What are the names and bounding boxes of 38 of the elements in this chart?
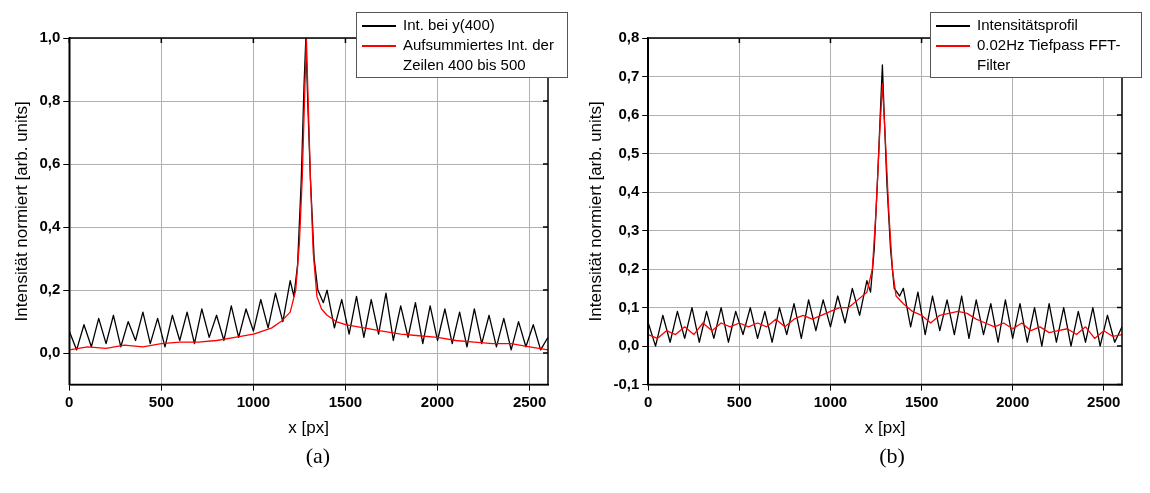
y-tick-label: 0,0: [618, 336, 640, 354]
x-tick-label: 500: [726, 392, 752, 410]
y-tick-label: 0,5: [618, 143, 640, 161]
text: (a): [304, 443, 332, 469]
y-tick-label: 0,6: [618, 105, 640, 123]
y-tick-label: 0,3: [618, 220, 640, 238]
legend-label: 0.02Hz Tiefpass FFT-Filter: [977, 35, 1122, 75]
x-tick-label: 1000: [236, 392, 271, 410]
x-axis-title: x [px]: [288, 418, 329, 438]
x-tick-label: 1500: [328, 392, 363, 410]
y-tick-label: 0,7: [618, 66, 640, 84]
y-tick-label: -0,1: [613, 374, 640, 392]
x-tick-label: 2000: [420, 392, 455, 410]
y-tick-label: 0,0: [39, 343, 61, 361]
y-tick-label: 0,8: [39, 91, 61, 109]
y-tick-label: 0,2: [39, 280, 61, 298]
y-tick-label: 1,0: [39, 28, 61, 46]
text: (b): [878, 443, 906, 469]
y-axis-title: Intensität normiert [arb. units]: [585, 101, 605, 322]
y-tick-label: 0,2: [618, 259, 640, 277]
x-tick-label: 2500: [1087, 392, 1121, 410]
y-tick-label: 0,6: [39, 154, 61, 172]
legend-label: Aufsummiertes Int. der Zeilen 400 bis 500: [403, 35, 555, 75]
x-tick-label: 0: [644, 392, 653, 410]
x-tick-label: 1000: [813, 392, 848, 410]
legend-label: Intensitätsprofil: [977, 15, 1078, 35]
x-axis-title: x [px]: [864, 418, 906, 438]
legend-label: Int. bei y(400): [403, 15, 495, 35]
y-tick-label: 0,4: [618, 182, 640, 200]
y-tick-label: 0,8: [618, 28, 640, 46]
x-tick-label: 2000: [995, 392, 1030, 410]
x-tick-label: 1500: [904, 392, 939, 410]
x-tick-label: 0: [65, 392, 74, 410]
x-tick-label: 2500: [512, 392, 547, 410]
y-tick-label: 0,4: [39, 217, 61, 235]
y-axis-title: Intensität normiert [arb. units]: [11, 101, 31, 322]
x-tick-label: 500: [148, 392, 174, 410]
y-tick-label: 0,1: [618, 297, 640, 315]
